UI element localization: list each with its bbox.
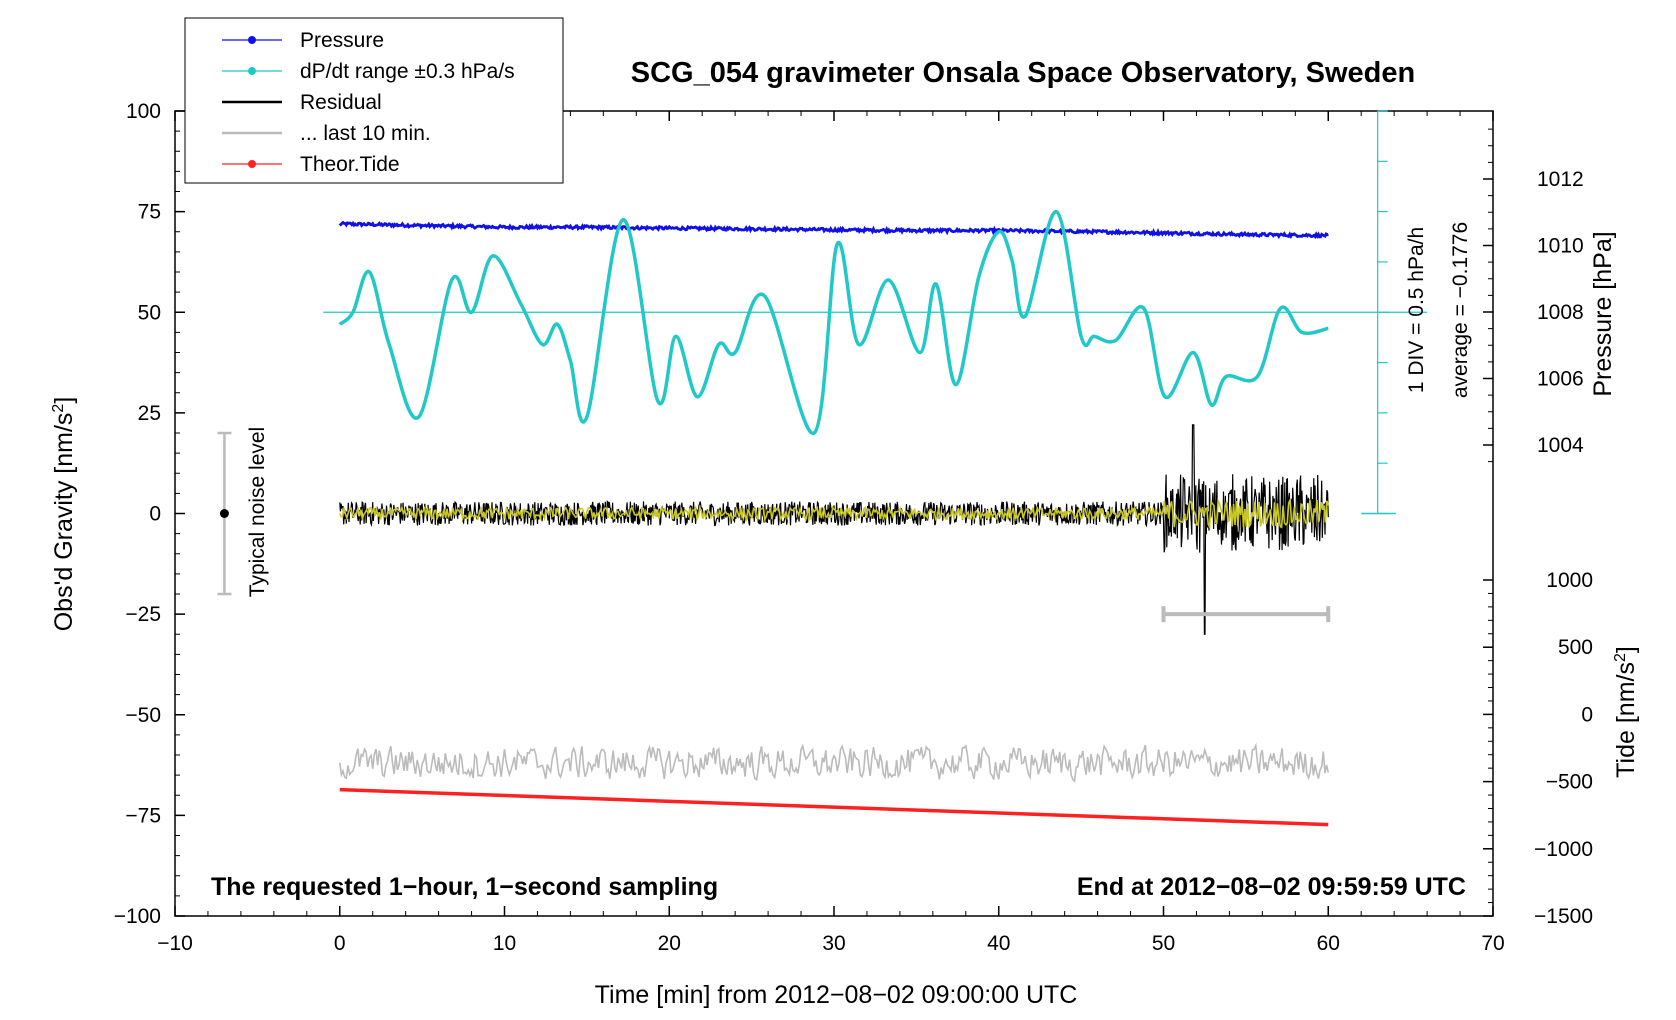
series-layer xyxy=(338,209,1331,827)
dpdt-series xyxy=(338,209,1329,435)
tide-tick-label: −500 xyxy=(1546,771,1593,794)
typical-noise-bar xyxy=(217,431,232,596)
legend-item: Theor.Tide xyxy=(222,153,400,176)
legend-swatch-dot xyxy=(248,67,256,75)
dpdt-side-scale xyxy=(1361,110,1396,515)
y-tick-label: −50 xyxy=(125,704,161,727)
pressure-axis-label: Pressure [hPa] xyxy=(1589,231,1617,396)
legend: Pressure dP/dt range ±0.3 hPa/s Residual..… xyxy=(184,17,564,184)
chart-title: SCG_054 gravimeter Onsala Space Observat… xyxy=(631,57,1415,89)
tide-tick-label: 500 xyxy=(1558,636,1593,659)
y-axis-label-left: Obs'd Gravity [nm/s2] xyxy=(50,397,78,632)
note-right: End at 2012−08−02 09:59:59 UTC xyxy=(1077,873,1466,901)
tide-tick-label: −1500 xyxy=(1534,905,1593,928)
side-scale-text: 1 DIV = 0.5 hPa/h xyxy=(1405,227,1428,393)
x-tick-label: 30 xyxy=(822,932,845,955)
y-axis-label-left-text: Obs'd Gravity [nm/s xyxy=(50,413,78,632)
pressure-tick-label: 1012 xyxy=(1537,168,1584,191)
noise-level-label: Typical noise level xyxy=(246,427,269,597)
y-tick-label: 0 xyxy=(149,503,161,526)
x-tick-label: 70 xyxy=(1481,932,1504,955)
x-tick-label: 10 xyxy=(493,932,516,955)
x-tick-label: 20 xyxy=(658,932,681,955)
y-axis-label-left-sup: 2 xyxy=(50,404,67,413)
x-tick-label: 40 xyxy=(987,932,1010,955)
residual-smoothed-series xyxy=(339,497,1330,530)
y-tick-label: 50 xyxy=(138,301,161,324)
theor-tide-series xyxy=(339,787,1329,827)
legend-label: Pressure xyxy=(300,29,384,52)
last-10min-series xyxy=(339,742,1330,783)
y-tick-label: 75 xyxy=(138,201,161,224)
x-axis-label: Time [min] from 2012−08−02 09:00:00 UTC xyxy=(595,981,1078,1009)
y-tick-label: −25 xyxy=(125,603,161,626)
residual-series xyxy=(339,424,1329,635)
y-tick-label: −75 xyxy=(125,804,161,827)
legend-item: ... last 10 min. xyxy=(222,122,431,145)
legend-label: Residual xyxy=(300,91,382,114)
pressure-tick-label: 1008 xyxy=(1537,301,1584,324)
x-tick-label: 0 xyxy=(334,932,346,955)
tide-tick-label: −1000 xyxy=(1534,838,1593,861)
pressure-tick-label: 1004 xyxy=(1537,434,1584,457)
pressure-tick-label: 1010 xyxy=(1537,235,1584,258)
legend-swatch-dot xyxy=(248,160,256,168)
tide-axis-label-text: Tide [nm/s xyxy=(1612,662,1640,778)
legend-item: dP/dt range ±0.3 hPa/s xyxy=(222,60,515,83)
legend-item: Pressure xyxy=(222,29,384,52)
note-left: The requested 1−hour, 1−second sampling xyxy=(211,873,718,901)
tide-axis-label-close: ] xyxy=(1612,646,1640,653)
legend-item: Residual xyxy=(222,91,382,114)
legend-swatch-dot xyxy=(248,36,256,44)
axis-ticks: −10 0 10 20 30 40 50 60 701007550250−25−50−75−10… xyxy=(114,100,1593,955)
y-tick-label: 25 xyxy=(138,402,161,425)
legend-label: ... last 10 min. xyxy=(300,122,431,145)
side-average-text: average = −0.1776 xyxy=(1449,222,1472,398)
x-tick-label: 50 xyxy=(1152,932,1175,955)
y-tick-label: 100 xyxy=(126,100,161,123)
legend-label: dP/dt range ±0.3 hPa/s xyxy=(300,60,515,83)
legend-label: Theor.Tide xyxy=(300,153,400,176)
y-tick-label: −100 xyxy=(114,905,161,928)
pressure-series xyxy=(338,220,1329,240)
y-axis-label-left-close: ] xyxy=(50,397,78,404)
tide-axis-label: Tide [nm/s2] xyxy=(1612,646,1640,778)
x-tick-label: 60 xyxy=(1317,932,1340,955)
tide-tick-label: 0 xyxy=(1581,703,1593,726)
legend-box xyxy=(184,17,564,184)
tide-axis-label-sup: 2 xyxy=(1612,653,1629,662)
pressure-tick-label: 1006 xyxy=(1537,368,1584,391)
tide-tick-label: 1000 xyxy=(1546,569,1593,592)
legend-items: Pressure dP/dt range ±0.3 hPa/s Residual..… xyxy=(222,29,515,176)
x-tick-label: −10 xyxy=(157,932,193,955)
noise-bar-dot xyxy=(219,509,229,518)
